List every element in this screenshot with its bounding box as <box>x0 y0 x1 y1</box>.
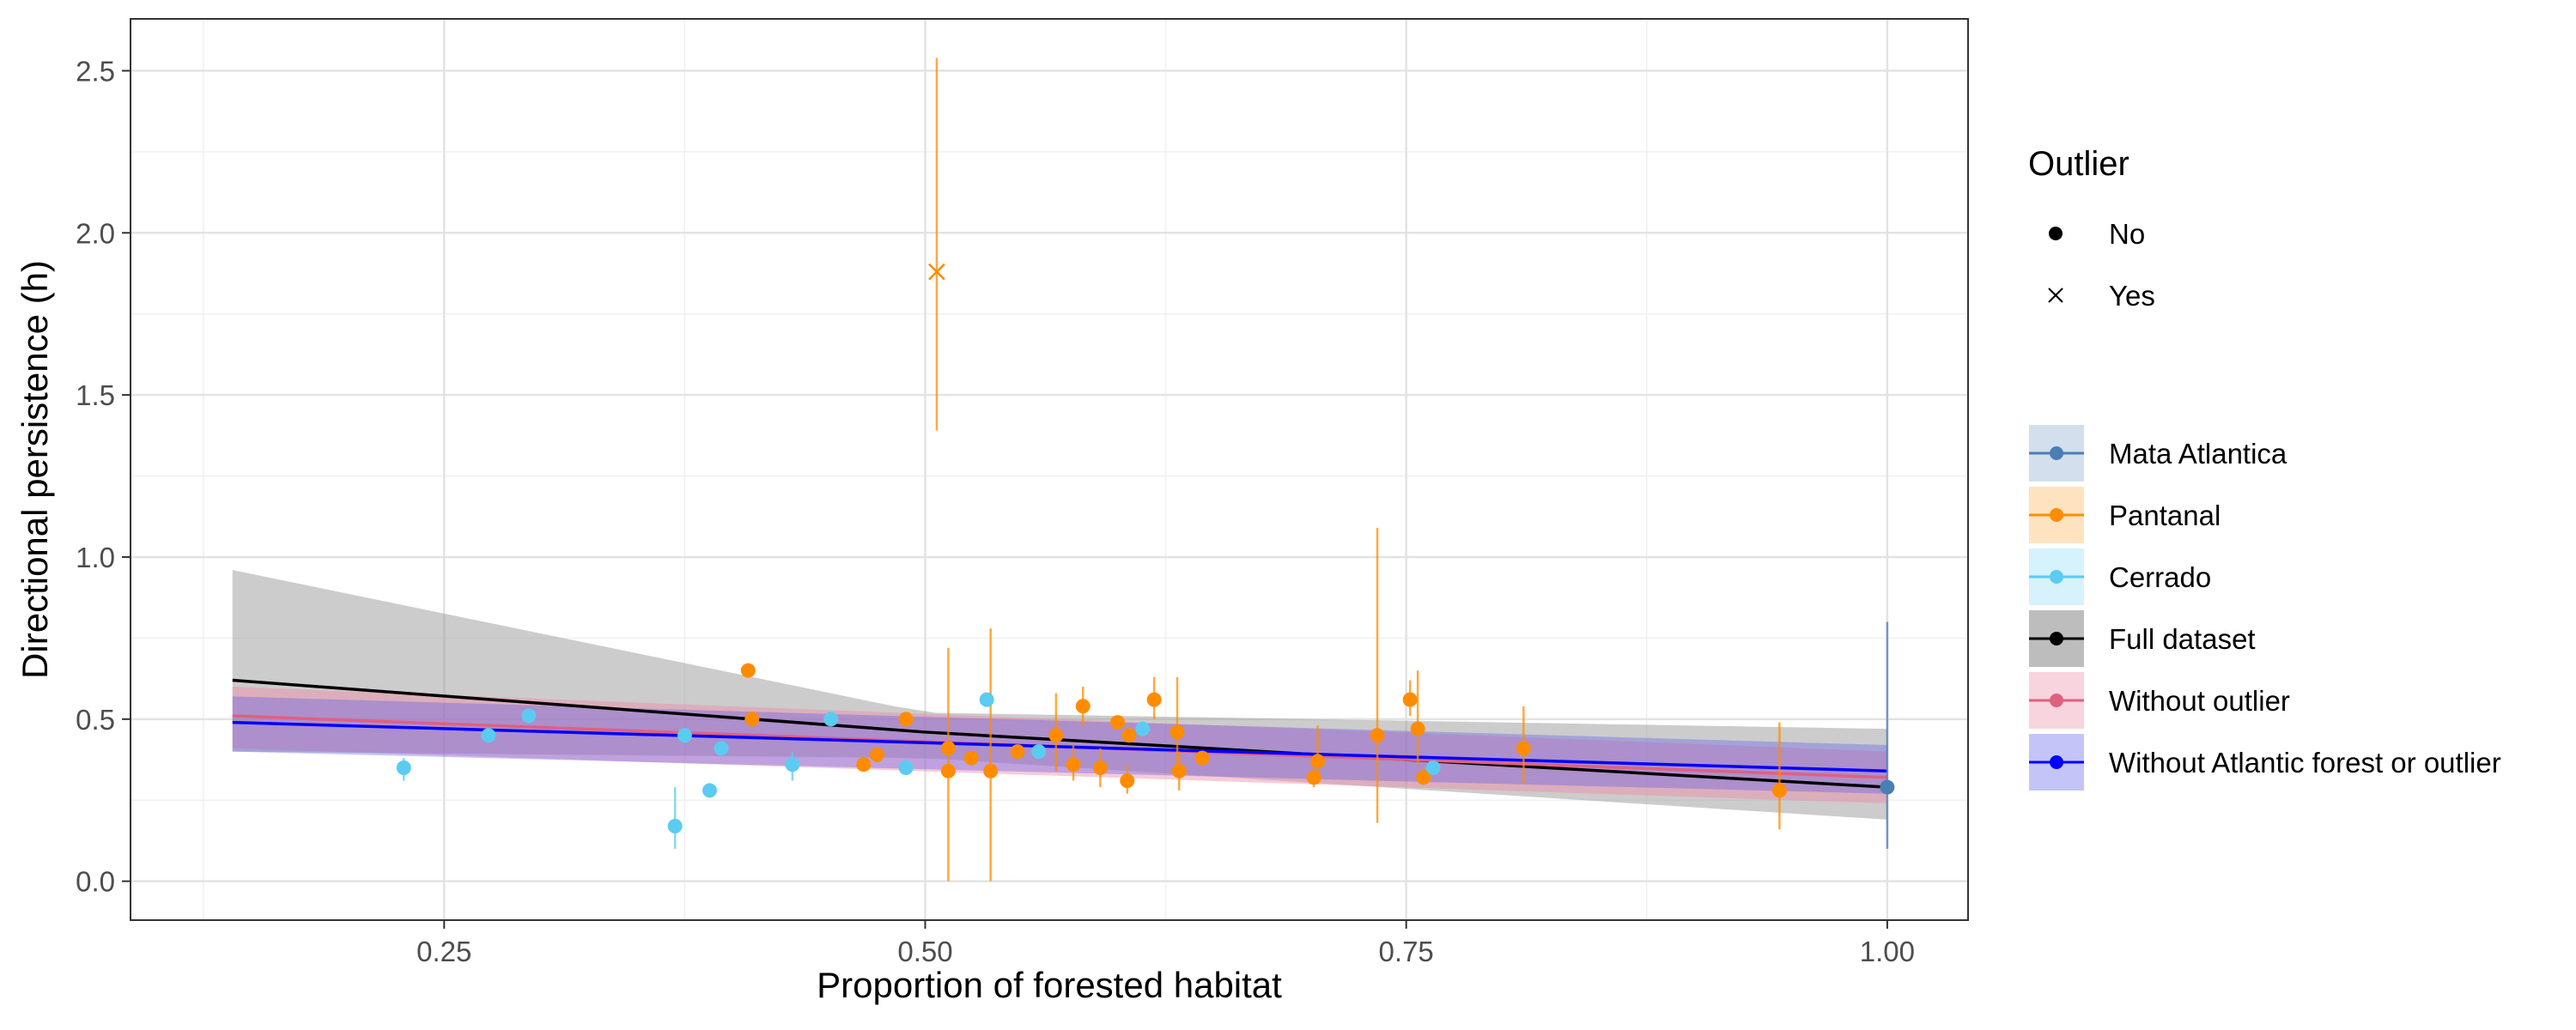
data-point <box>1171 763 1187 779</box>
data-point <box>1416 770 1431 785</box>
legend-dot-key <box>2049 227 2063 240</box>
legend-cross-key <box>2048 288 2063 303</box>
outlier-point <box>928 263 945 281</box>
data-point <box>744 712 760 727</box>
outlier-cross-stroke <box>928 263 945 281</box>
legend-group-key-dot <box>2050 508 2063 522</box>
ci-band <box>232 687 1887 804</box>
y-tick-label: 1.5 <box>76 379 115 411</box>
fit-lines <box>232 678 1887 789</box>
data-point <box>1121 728 1137 743</box>
legend-outlier-label: Yes <box>2109 280 2155 312</box>
data-point <box>1135 721 1151 736</box>
ci-band <box>232 570 1887 820</box>
legend-group-key-dot <box>2050 446 2063 460</box>
data-point <box>667 818 683 833</box>
plot-border <box>130 18 1969 921</box>
data-point <box>1048 728 1064 743</box>
legend: Outlier No Yes Mata Atlantica Pantanal Cerrad… <box>2028 145 2501 791</box>
data-points <box>396 263 1895 833</box>
data-point <box>983 763 999 779</box>
data-point <box>1066 757 1081 772</box>
data-point <box>940 741 956 756</box>
data-point <box>1410 721 1425 736</box>
data-point <box>898 760 914 775</box>
data-point <box>481 728 496 743</box>
legend-group-label: Cerrado <box>2109 561 2211 593</box>
legend-group-key-dot <box>2050 570 2063 584</box>
data-point <box>898 712 914 727</box>
data-point <box>1880 779 1895 795</box>
data-point <box>1194 750 1210 766</box>
legend-group-label: Full dataset <box>2109 623 2256 655</box>
data-point <box>1370 728 1385 743</box>
x-tick-label: 0.25 <box>416 936 471 967</box>
legend-group-key-dot <box>2050 694 2063 707</box>
data-point <box>869 747 884 762</box>
legend-group-label: Without Atlantic forest or outlier <box>2109 747 2501 779</box>
data-point <box>1402 692 1418 707</box>
y-tick-label: 0.0 <box>76 866 115 898</box>
legend-group-label: Without outlier <box>2109 685 2290 717</box>
data-point <box>1110 715 1126 730</box>
y-tick-label: 2.0 <box>76 217 115 249</box>
data-point <box>521 708 537 724</box>
data-point <box>1031 744 1047 760</box>
data-point <box>1075 699 1091 714</box>
data-point <box>396 760 411 775</box>
data-point <box>740 663 756 678</box>
x-tick-label: 1.00 <box>1860 936 1915 967</box>
data-point <box>677 728 692 743</box>
confidence-bands <box>232 570 1887 820</box>
data-point <box>1092 760 1108 775</box>
data-point <box>785 757 800 772</box>
ci-band <box>232 696 1887 794</box>
data-point <box>1010 744 1025 760</box>
data-point <box>979 692 994 707</box>
data-point <box>1425 760 1441 775</box>
legend-group-key-dot <box>2050 632 2063 645</box>
data-point <box>940 763 956 779</box>
data-point <box>823 712 839 727</box>
legend-group-label: Mata Atlantica <box>2109 438 2287 470</box>
fit-line <box>232 678 1887 789</box>
x-tick-label: 0.50 <box>897 936 952 967</box>
data-point <box>714 741 729 756</box>
legend-cross-stroke <box>2048 288 2063 303</box>
x-tick-label: 0.75 <box>1379 936 1434 967</box>
y-tick-label: 0.5 <box>76 704 115 736</box>
data-point <box>1516 741 1531 756</box>
data-point <box>1771 783 1787 798</box>
axes: 0.25 0.50 0.75 1.00 0.0 0.5 1.0 1.5 2.0 2.5 <box>76 55 1915 967</box>
legend-outlier-label: No <box>2109 218 2145 250</box>
data-point <box>856 757 872 772</box>
x-axis-title: Proportion of forested habitat <box>817 965 1282 1005</box>
fit-line <box>232 720 1887 773</box>
legend-group-key-dot <box>2050 755 2063 769</box>
data-point <box>702 783 717 798</box>
data-point <box>1120 773 1135 789</box>
data-point <box>1310 754 1326 769</box>
y-axis-title: Directional persistence (h) <box>15 260 55 679</box>
y-tick-label: 2.5 <box>76 55 115 87</box>
data-point <box>1306 770 1321 785</box>
legend-outlier-title: Outlier <box>2028 145 2129 183</box>
data-point <box>963 750 979 766</box>
data-point <box>1170 724 1185 740</box>
legend-group-label: Pantanal <box>2109 500 2221 531</box>
y-tick-label: 1.0 <box>76 542 115 573</box>
data-point <box>1146 692 1162 707</box>
